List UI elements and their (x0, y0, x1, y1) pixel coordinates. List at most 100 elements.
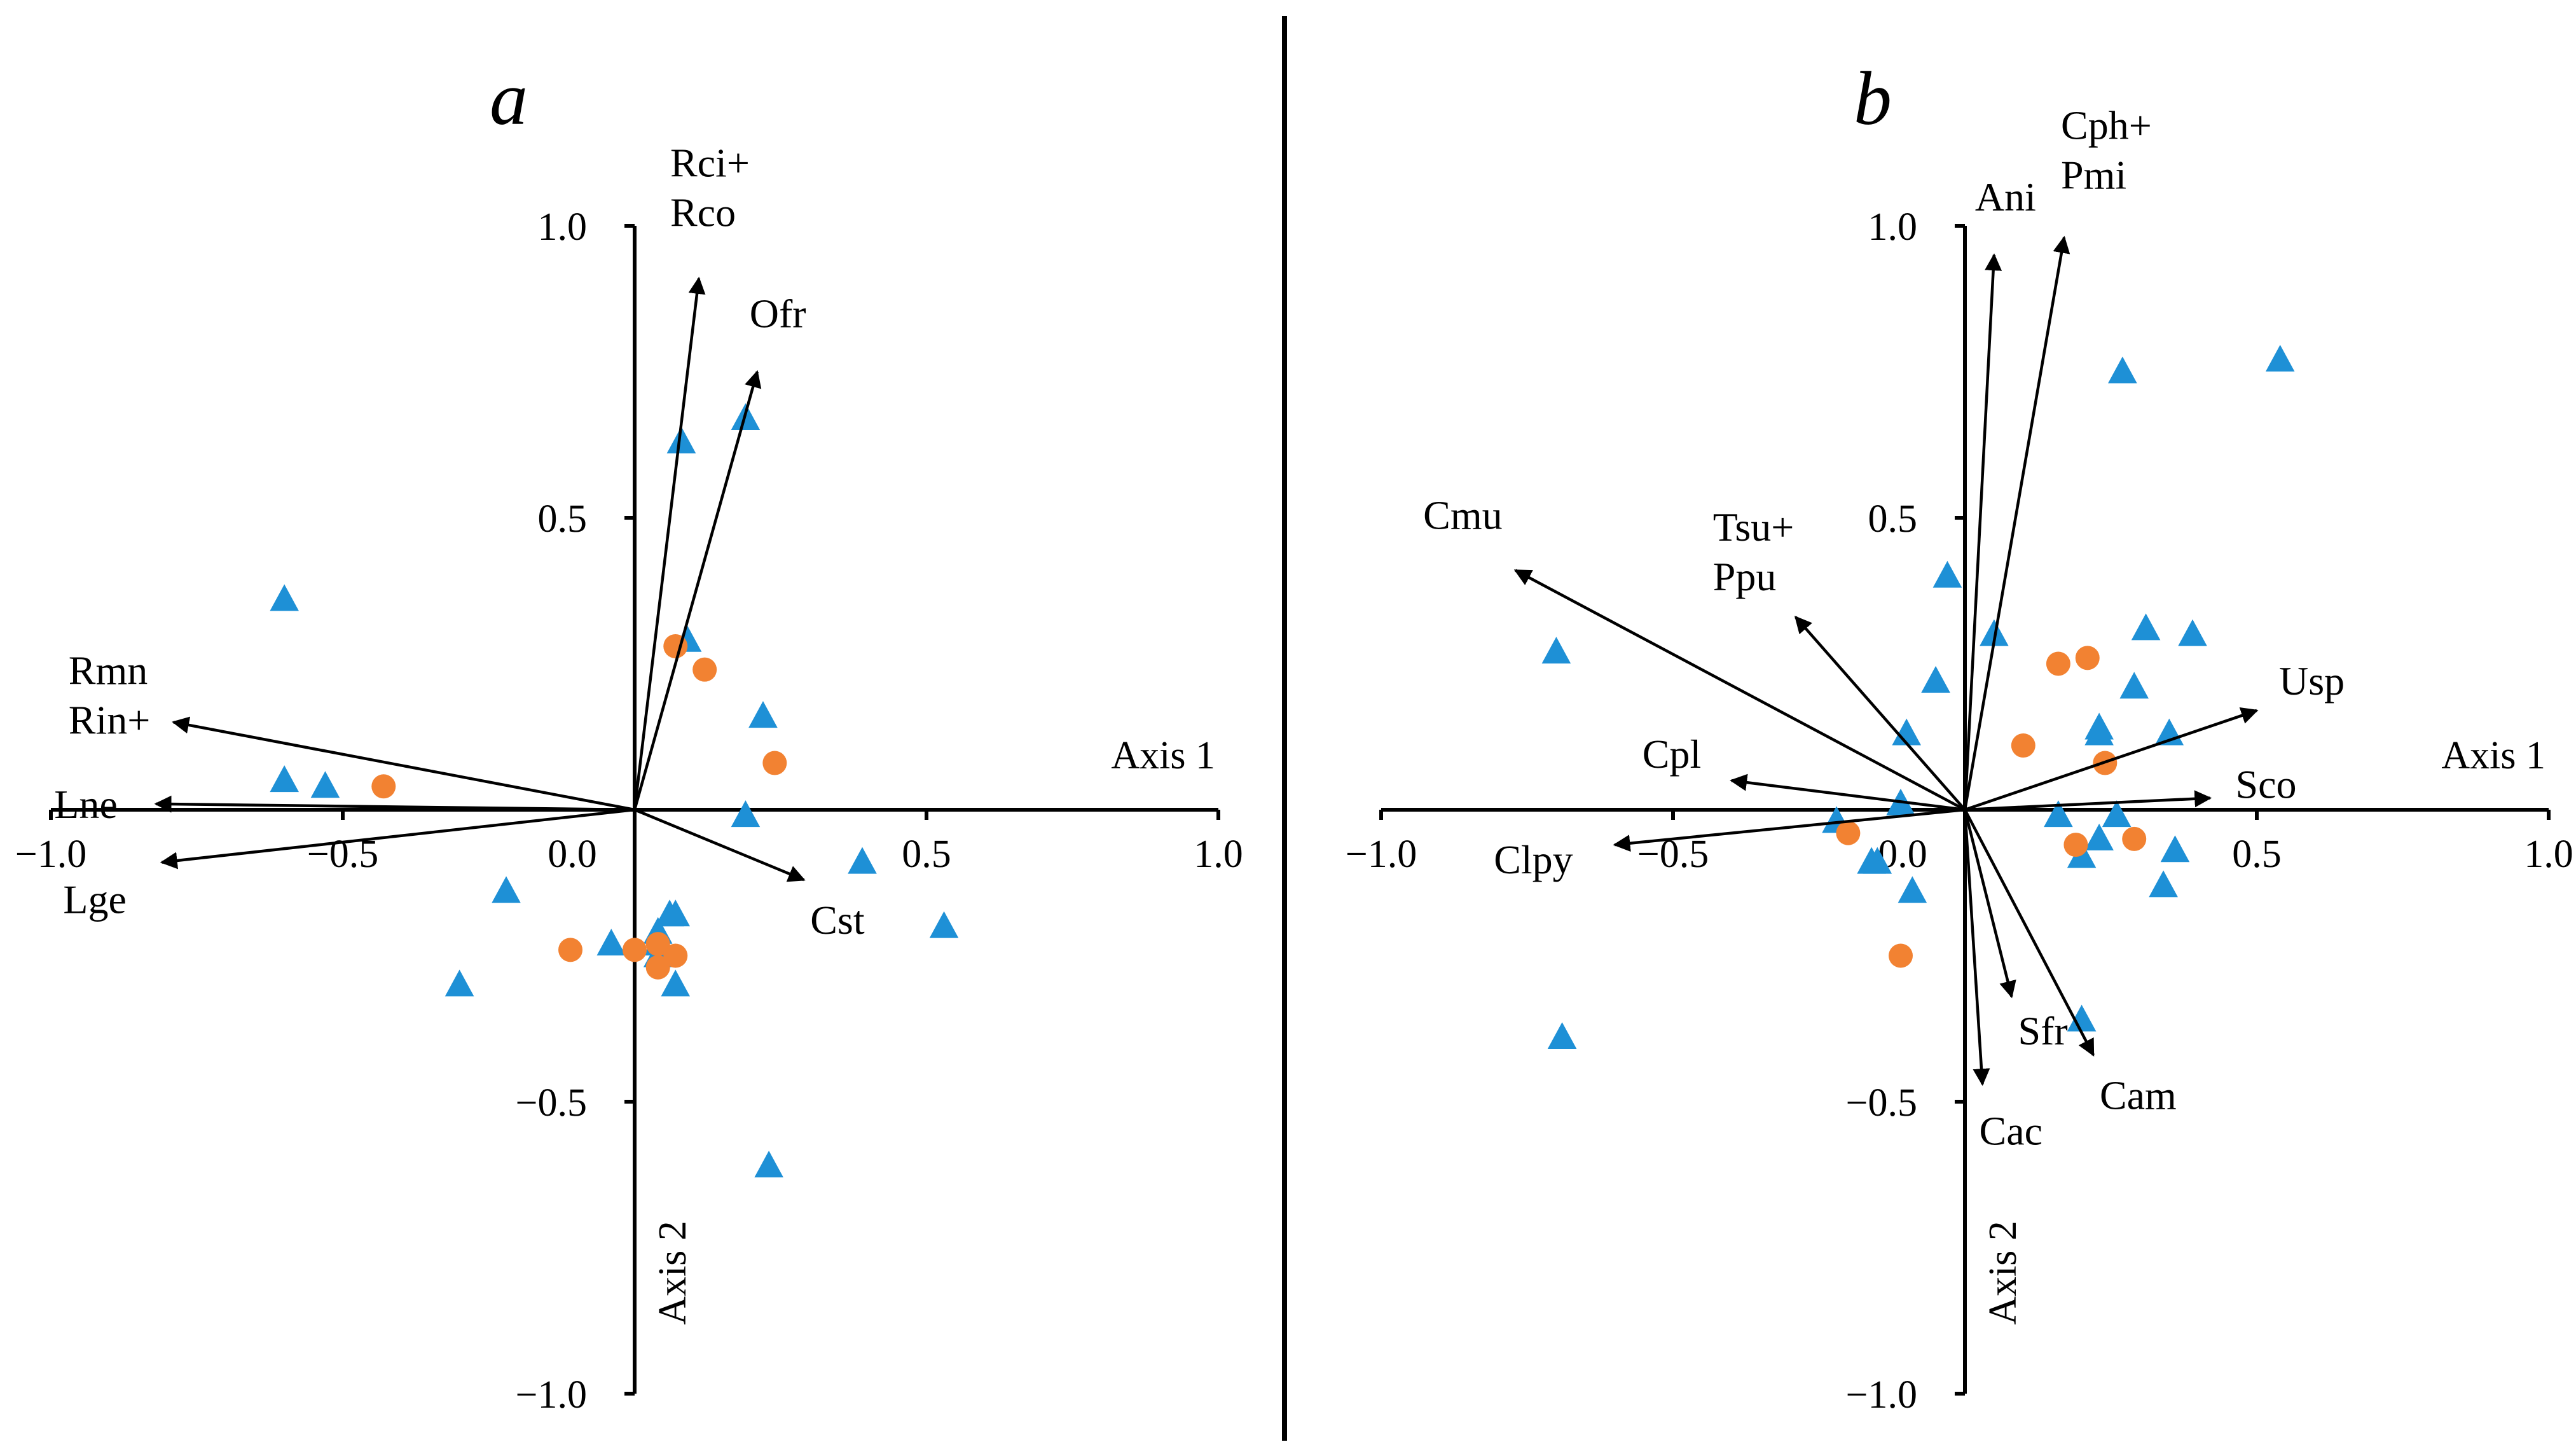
site-circle-b (2075, 646, 2100, 670)
site-triangle-b (2265, 345, 2295, 372)
site-triangle-b (1541, 637, 1571, 664)
vector-label-b: Cph+ (2061, 102, 2152, 148)
vector-label-a: Rin+ (69, 697, 151, 742)
panel-letter-a: a (490, 56, 528, 141)
vector-arrow-b (1963, 235, 2070, 810)
vector-arrow-b (1964, 790, 2212, 812)
vector-arrow-a (160, 808, 635, 870)
site-triangle-b (1921, 666, 1950, 693)
x-axis-title-b: Axis 1 (2441, 734, 2545, 777)
y-tick-label-a: 1.0 (538, 205, 588, 249)
vector-arrow-b (1513, 569, 1966, 811)
site-triangle-b (2160, 835, 2190, 863)
site-triangle-a (661, 899, 691, 927)
vector-label-b: Usp (2279, 658, 2345, 704)
site-triangle-b (1898, 876, 1927, 903)
site-circle-b (1889, 943, 1913, 968)
site-triangle-a (661, 969, 691, 997)
site-triangle-b (1857, 847, 1886, 874)
vector-arrow-b (1964, 808, 2095, 1057)
y-tick-label-a: 0.5 (538, 497, 588, 541)
site-circle-b (2122, 826, 2147, 851)
vector-arrow-a (633, 370, 762, 810)
site-triangle-a (848, 847, 877, 874)
site-circle-b (2046, 651, 2070, 676)
vector-arrow-a (633, 276, 706, 810)
site-triangle-b (2067, 1004, 2097, 1032)
site-triangle-b (1547, 1022, 1577, 1050)
vector-arrow-b (1964, 707, 2259, 812)
vector-arrow-b (1963, 809, 1990, 1086)
site-triangle-b (1932, 560, 1962, 588)
site-triangle-b (2149, 870, 2178, 898)
site-triangle-b (2131, 613, 2161, 641)
site-triangle-a (492, 876, 521, 903)
vector-arrow-b (1730, 773, 1966, 812)
site-triangle-b (1892, 718, 1921, 745)
vector-label-a: Rmn (69, 648, 148, 693)
site-triangle-a (596, 929, 626, 956)
vector-label-b: Pmi (2061, 152, 2126, 197)
x-tick-label-b: 0.5 (2232, 833, 2282, 876)
site-circle-b (2011, 733, 2035, 758)
vector-label-a: Rco (670, 190, 736, 235)
site-triangle-a (666, 426, 696, 454)
site-circle-a (663, 943, 688, 968)
vector-arrow-a (172, 716, 635, 812)
vector-label-b: Sco (2236, 762, 2297, 807)
site-triangle-b (2108, 356, 2137, 384)
site-circle-a (692, 657, 717, 682)
site-circle-b (1836, 821, 1861, 845)
y-tick-label-b: −1.0 (1846, 1373, 1917, 1417)
vector-label-b: Sfr (2018, 1008, 2067, 1053)
site-triangle-b (2084, 712, 2114, 740)
y-axis-title-a: Axis 2 (651, 1221, 694, 1325)
x-tick-label-b: 1.0 (2524, 833, 2573, 876)
site-triangle-a (731, 800, 761, 828)
site-triangle-a (929, 911, 959, 938)
x-tick-label-a: 1.0 (1194, 833, 1243, 876)
y-tick-label-b: −0.5 (1846, 1081, 1917, 1125)
panel-letter-b: b (1854, 56, 1892, 141)
site-triangle-a (270, 765, 299, 793)
site-triangle-a (310, 771, 340, 798)
vector-label-a: Cst (810, 898, 865, 943)
vector-arrow-b (1963, 809, 2016, 999)
site-circle-a (645, 932, 670, 957)
vector-label-b: Clpy (1494, 837, 1573, 882)
vector-arrow-a (634, 808, 806, 882)
vector-label-a: Lne (54, 782, 117, 827)
vector-label-b: Ani (1975, 174, 2036, 219)
site-triangle-b (2178, 619, 2207, 646)
site-circle-a (762, 751, 787, 775)
y-axis-title-b: Axis 2 (1981, 1221, 2025, 1325)
vector-arrow-b (1613, 808, 1966, 852)
vector-label-a: Rci+ (670, 141, 750, 186)
vector-label-a: Lge (63, 877, 127, 922)
y-tick-label-b: 0.5 (1868, 497, 1918, 541)
site-circle-b (2063, 833, 2088, 857)
x-tick-label-a: 0.0 (548, 833, 597, 876)
site-triangle-a (754, 1150, 783, 1177)
vector-label-a: Ofr (750, 291, 806, 336)
y-tick-label-a: −0.5 (516, 1081, 587, 1125)
site-triangle-b (2044, 800, 2073, 828)
x-axis-title-a: Axis 1 (1111, 734, 1215, 777)
vector-label-b: Tsu+ (1713, 504, 1794, 550)
site-triangle-b (1980, 619, 2009, 646)
site-circle-a (623, 938, 647, 962)
site-triangle-b (2102, 800, 2132, 828)
site-circle-a (645, 955, 670, 980)
y-tick-label-b: 1.0 (1868, 205, 1918, 249)
vector-arrow-b (1963, 253, 2002, 810)
site-triangle-b (2119, 672, 2149, 699)
y-tick-label-a: −1.0 (516, 1373, 587, 1417)
site-triangle-b (2084, 823, 2114, 850)
vector-label-b: Cpl (1643, 731, 1701, 777)
site-triangle-a (748, 701, 778, 728)
x-tick-label-a: 0.5 (902, 833, 951, 876)
vector-arrow-a (154, 795, 635, 813)
